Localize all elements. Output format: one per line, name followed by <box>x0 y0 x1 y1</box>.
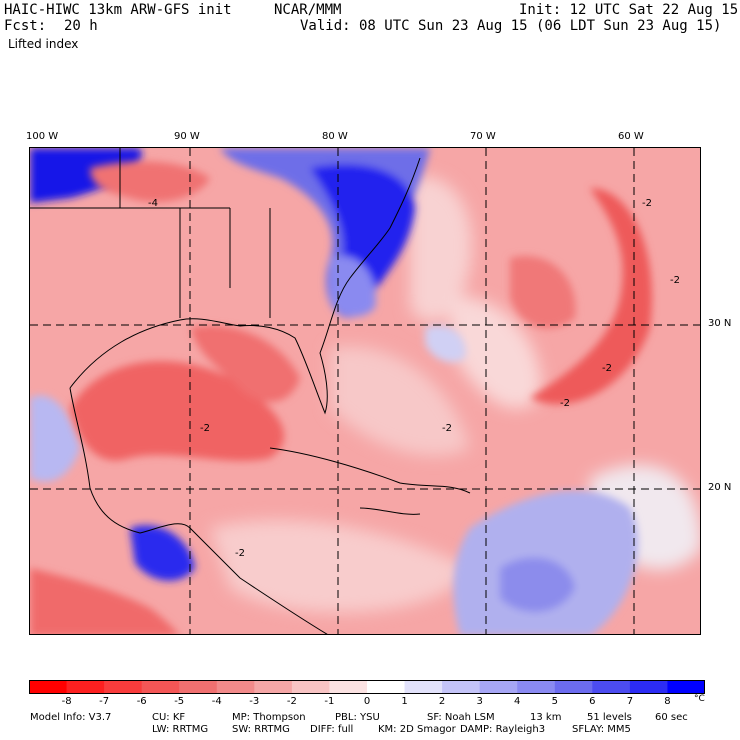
stable-air-areas <box>30 148 638 634</box>
footer-km: KM: 2D Smagor <box>378 724 456 735</box>
colorbar-tick-label: 0 <box>363 696 371 707</box>
colorbar-swatch <box>442 680 481 694</box>
lon-label-90w: 90 W <box>174 131 200 142</box>
contour-labels: -4 -2 -2 -2 -2 -2 -2 -2 <box>148 198 680 559</box>
footer-mp: MP: Thompson <box>232 712 306 723</box>
colorbar-tick-label: 1 <box>401 696 408 707</box>
colorbar-swatch <box>667 680 705 694</box>
forecast-label: Fcst: <box>4 18 47 34</box>
colorbar-tick-label: -8 <box>61 696 72 707</box>
contour-label: -4 <box>148 198 158 209</box>
footer-sw: SW: RRTMG <box>232 724 290 735</box>
colorbar-swatch <box>179 680 218 694</box>
colorbar <box>29 680 705 694</box>
colorbar-tick-label: -3 <box>249 696 260 707</box>
forecast-hour: 20 h <box>64 18 98 34</box>
colorbar-tick-label: -7 <box>99 696 110 707</box>
colorbar-unit: °C <box>694 694 705 704</box>
colorbar-tick-label: 5 <box>551 696 558 707</box>
footer-resolution: 13 km <box>530 712 562 723</box>
colorbar-border <box>29 680 705 694</box>
colorbar-swatch <box>66 680 105 694</box>
model-title: HAIC-HIWC 13km ARW-GFS init <box>4 2 232 18</box>
lat-label-20n: 20 N <box>708 482 732 493</box>
init-time: Init: 12 UTC Sat 22 Aug 15 <box>519 2 739 18</box>
contour-label: -2 <box>642 198 652 209</box>
colorbar-swatch <box>404 680 443 694</box>
footer-levels: 51 levels <box>587 712 632 723</box>
footer-diff: DIFF: full <box>310 724 354 735</box>
lat-lon-grid <box>30 148 700 634</box>
colorbar-tick-label: -6 <box>136 696 147 707</box>
contour-label: -2 <box>442 423 452 434</box>
map-canvas: -4 -2 -2 -2 -2 -2 -2 -2 <box>30 148 700 634</box>
colorbar-tick-label: 7 <box>626 696 634 707</box>
footer-sf: SF: Noah LSM <box>427 712 495 723</box>
colorbar-swatch <box>104 680 143 694</box>
colorbar-swatch <box>216 680 255 694</box>
lon-label-70w: 70 W <box>470 131 496 142</box>
colorbar-tick-label: -5 <box>174 696 185 707</box>
colorbar-swatch <box>141 680 180 694</box>
colorbar-tick-label: -4 <box>211 696 222 707</box>
colorbar-swatch <box>29 680 68 694</box>
colorbar-tick-label: 8 <box>664 696 671 707</box>
colorbar-swatch <box>517 680 556 694</box>
organization-label: NCAR/MMM <box>274 2 342 18</box>
colorbar-tick-label: 6 <box>589 696 596 707</box>
colorbar-swatch <box>254 680 293 694</box>
footer-sflay: SFLAY: MM5 <box>572 724 631 735</box>
footer-pbl: PBL: YSU <box>335 712 380 723</box>
coastlines <box>30 148 471 634</box>
valid-time: Valid: 08 UTC Sun 23 Aug 15 (06 LDT Sun … <box>300 18 722 34</box>
lifted-index-map: -4 -2 -2 -2 -2 -2 -2 -2 <box>29 147 701 635</box>
contour-label: -2 <box>560 398 570 409</box>
contour-label: -2 <box>200 423 210 434</box>
field-name: Lifted index <box>8 37 79 51</box>
strong-instability-areas <box>30 161 652 634</box>
colorbar-swatch <box>554 680 593 694</box>
colorbar-tick-label: -1 <box>324 696 335 707</box>
colorbar-swatch <box>629 680 668 694</box>
contour-label: -2 <box>670 275 680 286</box>
contour-label: -2 <box>235 548 245 559</box>
colorbar-tick-label: 2 <box>438 696 446 707</box>
colorbar-swatch <box>329 680 368 694</box>
colorbar-swatch <box>592 680 631 694</box>
footer-cu: CU: KF <box>152 712 186 723</box>
colorbar-swatch <box>479 680 518 694</box>
lon-label-80w: 80 W <box>322 131 348 142</box>
footer-damp: DAMP: Rayleigh3 <box>460 724 546 735</box>
colorbar-swatch <box>367 680 406 694</box>
lat-label-30n: 30 N <box>708 318 732 329</box>
footer-lw: LW: RRTMG <box>152 724 209 735</box>
colorbar-tick-label: 4 <box>514 696 521 707</box>
lon-label-100w: 100 W <box>26 131 59 142</box>
contour-label: -2 <box>602 363 612 374</box>
colorbar-swatch <box>291 680 330 694</box>
footer-timestep: 60 sec <box>655 712 688 723</box>
colorbar-tick-label: 3 <box>476 696 483 707</box>
colorbar-tick-label: -2 <box>286 696 297 707</box>
footer-model-info: Model Info: V3.7 <box>30 712 112 723</box>
lon-label-60w: 60 W <box>618 131 644 142</box>
